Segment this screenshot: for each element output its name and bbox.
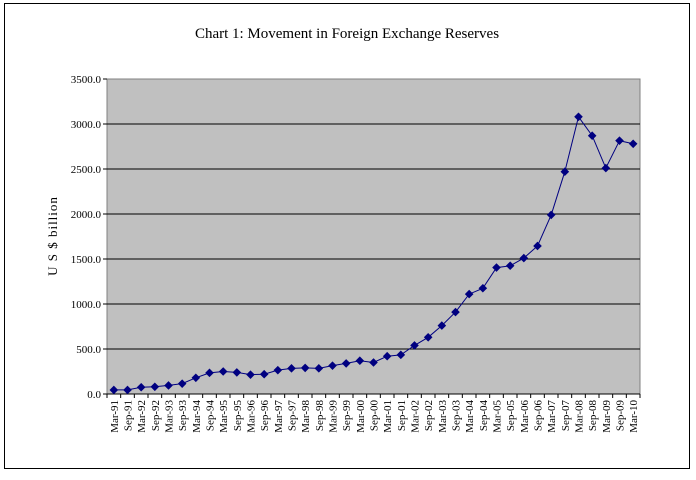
x-tick-label: Mar-91 — [109, 400, 121, 433]
data-point — [314, 364, 324, 373]
data-point — [218, 367, 228, 376]
x-tick-label: Sep-09 — [615, 400, 627, 432]
x-tick-label: Sep-94 — [205, 400, 217, 432]
y-tick-label: 500.0 — [76, 344, 101, 356]
data-point — [464, 289, 474, 299]
x-tick-label: Sep-96 — [259, 400, 271, 432]
y-tick-label: 3000.0 — [71, 119, 102, 131]
data-point — [109, 385, 119, 395]
y-axis: 0.0 500.0 1000.0 1500.0 2000.0 2500.0 3000.0 35… — [71, 74, 107, 401]
data-point — [191, 373, 201, 383]
data-point — [478, 283, 488, 293]
data-point — [164, 381, 173, 390]
data-point — [560, 167, 570, 177]
y-tick-label: 2000.0 — [71, 209, 102, 221]
data-point — [246, 370, 255, 379]
x-tick-label: Mar-08 — [574, 400, 586, 433]
x-tick-label: Mar-02 — [410, 400, 422, 433]
data-point — [259, 369, 269, 379]
x-tick-label: Sep-06 — [533, 400, 545, 432]
data-point — [177, 379, 187, 388]
y-tick-label: 0.0 — [87, 389, 101, 401]
data-point — [437, 321, 447, 330]
data-point — [410, 341, 419, 350]
data-point — [136, 382, 146, 392]
x-tick-label: Mar-95 — [218, 400, 230, 433]
x-tick-label: Sep-08 — [587, 400, 599, 432]
chart-title: Chart 1: Movement in Foreign Exchange Re… — [195, 26, 499, 42]
data-point — [205, 368, 214, 378]
data-point — [587, 131, 597, 141]
x-tick-label: Mar-00 — [355, 400, 367, 433]
data-point — [341, 359, 351, 368]
x-tick-label: Mar-97 — [273, 400, 285, 433]
x-tick-label: Sep-00 — [369, 400, 381, 432]
x-tick-label: Mar-10 — [628, 400, 640, 433]
data-point — [423, 332, 433, 342]
x-tick-label: Sep-95 — [232, 400, 244, 432]
x-tick-label: Sep-02 — [423, 400, 435, 431]
data-point — [505, 261, 515, 271]
x-tick-label: Mar-07 — [546, 400, 558, 433]
data-point — [150, 382, 160, 392]
x-tick-label: Sep-98 — [314, 400, 326, 432]
x-tick-label: Mar-03 — [437, 400, 449, 433]
x-tick-label: Mar-01 — [382, 400, 394, 433]
x-tick-label: Sep-05 — [505, 400, 517, 432]
x-tick-label: Sep-97 — [287, 400, 299, 432]
plot-area — [106, 78, 641, 395]
series-markers — [109, 112, 638, 395]
x-tick-label: Sep-01 — [396, 400, 408, 431]
x-tick-label: Mar-99 — [328, 400, 340, 433]
x-axis: Mar-91 Sep-91 Mar-92 Sep-92 Mar-93 Sep-93 Mar-… — [106, 393, 641, 433]
data-point — [396, 350, 406, 360]
grid-lines — [107, 123, 640, 350]
x-tick-label: Sep-93 — [177, 400, 189, 432]
x-tick-label: Sep-99 — [341, 400, 353, 432]
y-tick-label: 1500.0 — [71, 254, 102, 266]
data-point — [287, 364, 296, 373]
x-tick-label: Mar-92 — [136, 400, 148, 433]
x-tick-label: Mar-04 — [464, 400, 476, 433]
x-tick-label: Mar-93 — [164, 400, 176, 433]
y-tick-label: 1000.0 — [71, 299, 102, 311]
data-point — [328, 361, 337, 370]
data-point — [300, 363, 310, 373]
data-point — [615, 136, 624, 145]
x-tick-label: Sep-04 — [478, 400, 490, 432]
data-point — [628, 139, 638, 149]
x-tick-label: Sep-03 — [451, 400, 463, 432]
x-tick-label: Sep-92 — [150, 400, 162, 431]
x-tick-label: Mar-05 — [492, 400, 504, 433]
data-point — [355, 356, 365, 366]
x-tick-label: Mar-96 — [246, 400, 258, 433]
data-point — [382, 351, 392, 361]
data-point — [123, 385, 132, 395]
y-axis-label: U S $ billion — [45, 196, 60, 276]
data-point — [574, 112, 583, 122]
x-tick-label: Sep-91 — [123, 400, 135, 431]
data-point — [273, 365, 283, 375]
x-tick-label: Mar-06 — [519, 400, 531, 433]
data-point — [369, 358, 378, 367]
data-point — [451, 307, 460, 317]
data-point — [492, 263, 501, 272]
y-tick-label: 3500.0 — [71, 74, 102, 86]
data-point — [533, 241, 542, 251]
data-point — [546, 210, 556, 220]
data-point — [232, 368, 242, 377]
x-tick-label: Sep-07 — [560, 400, 572, 432]
x-tick-label: Mar-09 — [601, 400, 613, 433]
x-tick-label: Mar-98 — [300, 400, 312, 433]
y-tick-label: 2500.0 — [71, 164, 102, 176]
data-point — [519, 253, 529, 263]
data-point — [601, 163, 611, 173]
x-tick-label: Mar-94 — [191, 400, 203, 433]
